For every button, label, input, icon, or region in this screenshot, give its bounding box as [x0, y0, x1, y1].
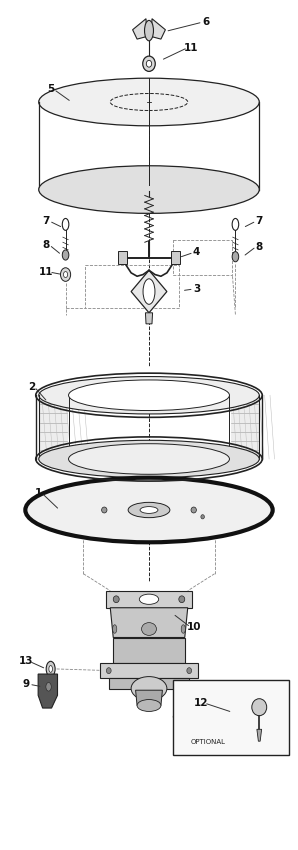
Text: OPTIONAL: OPTIONAL [191, 739, 226, 745]
Text: 8: 8 [256, 241, 263, 252]
Ellipse shape [69, 444, 229, 474]
Ellipse shape [131, 677, 167, 700]
Ellipse shape [39, 440, 259, 478]
Ellipse shape [137, 700, 161, 711]
Ellipse shape [232, 252, 239, 262]
Text: 4: 4 [193, 247, 200, 258]
Ellipse shape [142, 622, 156, 636]
Text: 2: 2 [28, 382, 35, 392]
Ellipse shape [39, 166, 259, 213]
Polygon shape [118, 251, 127, 264]
Ellipse shape [106, 668, 111, 673]
Text: 9: 9 [23, 679, 30, 689]
Text: 7: 7 [256, 216, 263, 226]
Polygon shape [110, 608, 188, 638]
Text: 3: 3 [193, 284, 200, 294]
Ellipse shape [146, 60, 152, 67]
Polygon shape [257, 729, 262, 741]
Text: 5: 5 [47, 84, 54, 94]
Text: 13: 13 [19, 656, 33, 666]
Ellipse shape [39, 78, 259, 126]
Polygon shape [106, 591, 192, 608]
Ellipse shape [181, 625, 185, 633]
Ellipse shape [39, 377, 259, 414]
Polygon shape [145, 313, 153, 324]
Text: 10: 10 [187, 622, 201, 632]
Ellipse shape [46, 683, 51, 691]
Ellipse shape [113, 596, 119, 603]
Ellipse shape [145, 20, 153, 41]
Ellipse shape [113, 625, 117, 633]
Text: 11: 11 [39, 267, 53, 277]
Ellipse shape [102, 507, 107, 513]
Ellipse shape [252, 699, 267, 716]
Ellipse shape [191, 507, 196, 513]
Text: 1: 1 [35, 488, 42, 498]
Ellipse shape [25, 478, 273, 542]
Ellipse shape [201, 515, 204, 518]
Polygon shape [133, 19, 147, 39]
Text: 6: 6 [202, 17, 209, 27]
Polygon shape [109, 678, 189, 689]
Ellipse shape [143, 56, 155, 71]
Text: 11: 11 [184, 42, 198, 53]
Ellipse shape [179, 596, 185, 603]
Polygon shape [171, 251, 180, 264]
Polygon shape [38, 674, 58, 708]
FancyBboxPatch shape [173, 680, 289, 755]
Ellipse shape [62, 250, 69, 260]
Ellipse shape [49, 666, 52, 672]
Ellipse shape [128, 502, 170, 518]
Ellipse shape [140, 507, 158, 513]
Polygon shape [131, 270, 167, 313]
Text: 8: 8 [43, 240, 50, 250]
Polygon shape [136, 690, 162, 706]
Ellipse shape [187, 668, 192, 673]
Polygon shape [151, 19, 165, 39]
Ellipse shape [143, 279, 155, 304]
Ellipse shape [69, 380, 229, 411]
Polygon shape [113, 638, 185, 663]
Ellipse shape [60, 268, 71, 281]
Ellipse shape [46, 661, 55, 677]
Text: 7: 7 [43, 216, 50, 226]
Text: 12: 12 [194, 698, 208, 708]
Ellipse shape [63, 271, 68, 277]
Ellipse shape [139, 594, 159, 604]
Polygon shape [100, 663, 198, 678]
Text: eReplacementParts.com: eReplacementParts.com [62, 399, 189, 409]
